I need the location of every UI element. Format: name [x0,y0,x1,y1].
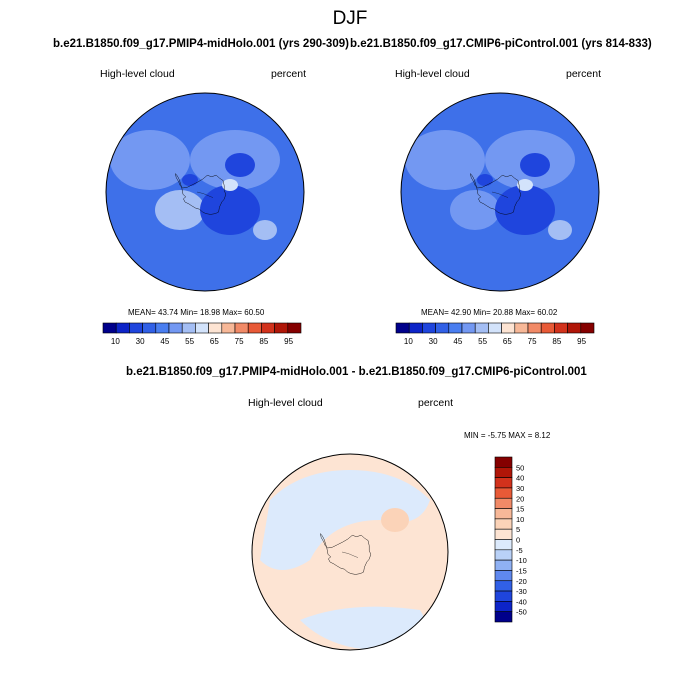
panel-2-colorbar-tick-label: 10 [404,337,413,346]
panel-1-units-label: percent [271,68,307,80]
panel-2-colorbar-tick-label: 45 [453,337,462,346]
difference-colorbar-swatch [494,497,513,509]
difference-colorbar-swatch [494,487,513,499]
difference-colorbar-tick-label: 15 [516,505,524,514]
difference-colorbar-swatch [494,508,513,520]
difference-colorbar-tick-label: 10 [516,515,524,524]
panel-1-colorbar-swatch [155,322,170,334]
panel-1-stats: MEAN= 43.74 Min= 18.98 Max= 60.50 [128,308,265,317]
panel-1-case-title: b.e21.B1850.f09_g17.PMIP4-midHolo.001 (y… [53,38,349,50]
difference-colorbar-swatch [494,477,513,489]
panel-2-colorbar-tick-label: 30 [429,337,438,346]
panel-1-colorbar-swatch [247,322,262,334]
difference-colorbar-tick-label: -5 [516,546,523,555]
difference-colorbar-tick-label: 20 [516,494,524,503]
difference-colorbar-swatch [494,559,513,571]
panel-2-colorbar-tick-label: 75 [528,337,537,346]
difference-colorbar-swatch [494,518,513,530]
panel-2-colorbar-tick-label: 55 [478,337,487,346]
difference-map [251,453,449,651]
difference-units-label: percent [418,397,454,409]
difference-colorbar-tick-label: 0 [516,536,520,545]
panel-1-colorbar-tick-label: 10 [111,337,120,346]
panel-2-colorbar-tick-label: 95 [577,337,586,346]
panel-2-case-title: b.e21.B1850.f09_g17.CMIP6-piControl.001 … [350,38,652,50]
difference-colorbar-swatch [494,580,513,592]
difference-colorbar-tick-label: -10 [516,556,527,565]
panel-1-colorbar-swatch [142,322,157,334]
difference-colorbar-swatch [494,456,513,468]
panel-1-colorbar-swatch [274,322,289,334]
panel-1-colorbar-tick-label: 75 [235,337,244,346]
panel-1-colorbar-tick-label: 95 [284,337,293,346]
panel-1-colorbar-tick-label: 65 [210,337,219,346]
panel-2-colorbar-swatch [514,322,529,334]
panel-1-colorbar-swatch [129,322,143,334]
panel-2-colorbar-swatch [580,322,595,334]
panel-2-colorbar-swatch [527,322,542,334]
difference-colorbar-tick-label: -15 [516,566,527,575]
panel-2-colorbar-swatch [408,322,423,334]
difference-colorbar-swatch [494,590,513,602]
panel-1-colorbar-swatch [208,322,223,334]
panel-1-map [105,92,305,292]
difference-variable-label: High-level cloud [248,397,323,409]
panel-2-map [400,92,600,292]
panel-1-colorbar-tick-label: 85 [259,337,268,346]
difference-colorbar-tick-label: -50 [516,608,527,617]
panel-1-colorbar-swatch [287,322,302,334]
panel-2-colorbar-swatch [461,322,476,334]
panel-1-colorbar-swatch [234,322,249,334]
panel-2-colorbar-swatch [488,322,502,334]
difference-colorbar-swatch [494,528,513,540]
panel-1-colorbar-swatch [168,322,183,334]
difference-colorbar-swatch [494,539,513,551]
panel-2-colorbar: 10 30 45 55 65 75 85 95 [395,322,595,346]
panel-2-colorbar-swatch [422,322,436,334]
panel-2-variable-label: High-level cloud [395,68,470,80]
panel-1-colorbar-swatch [261,322,275,334]
difference-colorbar-tick-label: 30 [516,484,524,493]
figure-title: DJF [332,8,368,29]
panel-2-colorbar-swatch [540,322,555,334]
panel-1-colorbar: 10 30 45 55 65 75 85 95 [102,322,302,346]
panel-1-colorbar-tick-label: 55 [185,337,194,346]
difference-colorbar-tick-label: 40 [516,474,524,483]
difference-colorbar-tick-label: 50 [516,463,524,472]
panel-1-colorbar-tick-label: 45 [160,337,169,346]
panel-2-colorbar-swatch [474,322,489,334]
panel-2-colorbar-swatch [501,322,516,334]
panel-1-variable-label: High-level cloud [100,68,175,80]
difference-colorbar-tick-label: -40 [516,597,527,606]
difference-colorbar-swatch [494,611,513,623]
panel-1-colorbar-swatch [221,322,236,334]
difference-colorbar-swatch [494,467,513,478]
difference-colorbar-tick-label: -20 [516,577,527,586]
panel-2-colorbar-tick-label: 85 [552,337,561,346]
panel-1-colorbar-tick-label: 30 [136,337,145,346]
difference-colorbar-swatch [494,570,513,582]
difference-colorbar-tick-label: 5 [516,525,520,534]
panel-2-colorbar-swatch [395,322,410,334]
panel-2-colorbar-tick-label: 65 [503,337,512,346]
panel-2-stats: MEAN= 42.90 Min= 20.88 Max= 60.02 [421,308,558,317]
difference-colorbar-swatch [494,601,513,612]
panel-1-colorbar-swatch [181,322,196,334]
panel-1-colorbar-swatch [102,322,117,334]
panel-2-colorbar-swatch [435,322,450,334]
panel-2-units-label: percent [566,68,602,80]
panel-1-colorbar-swatch [115,322,130,334]
panel-1-colorbar-swatch [195,322,209,334]
difference-title: b.e21.B1850.f09_g17.PMIP4-midHolo.001 - … [126,366,587,378]
panel-2-colorbar-swatch [567,322,582,334]
panel-2-colorbar-swatch [448,322,463,334]
difference-colorbar-swatch [494,549,513,561]
difference-minmax: MIN = -5.75 MAX = 8.12 [464,431,551,440]
panel-2-colorbar-swatch [554,322,568,334]
difference-colorbar-tick-label: -30 [516,587,527,596]
